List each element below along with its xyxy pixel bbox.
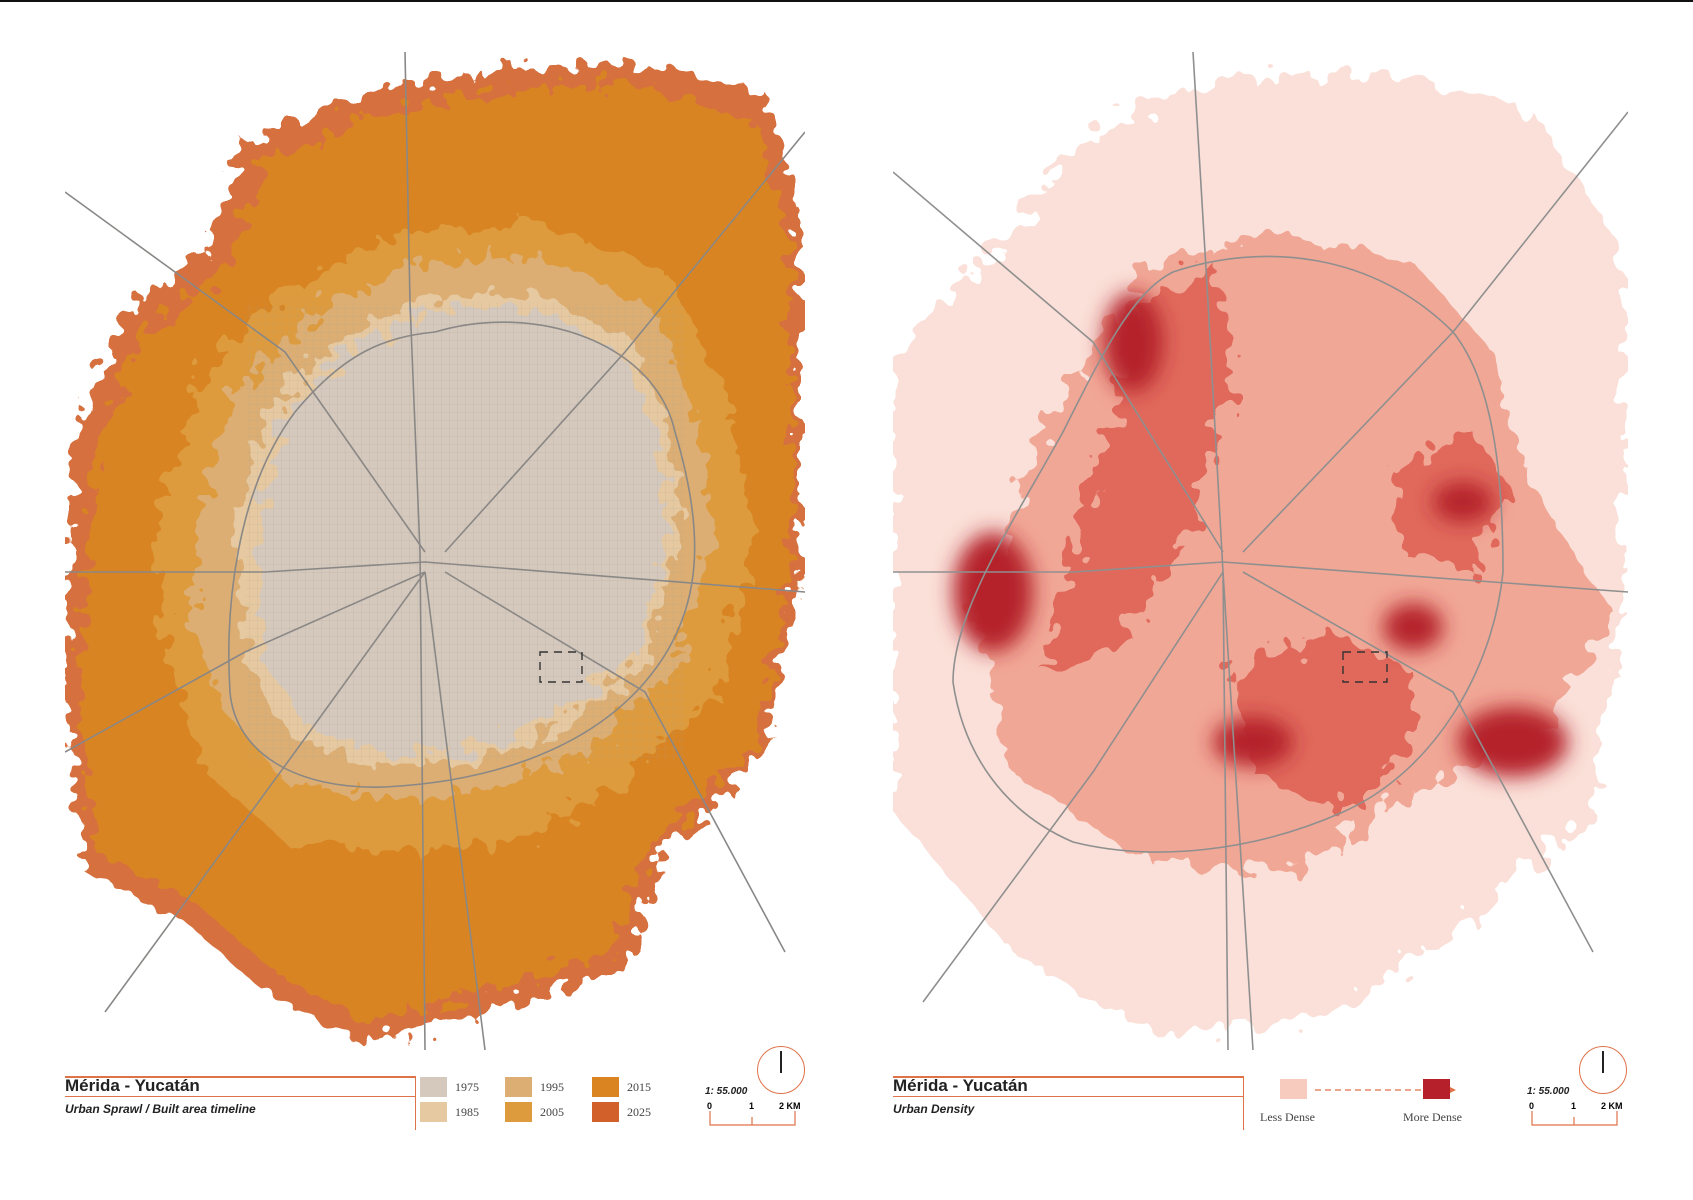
map-subtitle: Urban Sprawl / Built area timeline (65, 1102, 256, 1116)
focus-area-marker (1342, 651, 1388, 683)
urban-density-map[interactable] (893, 52, 1628, 1050)
legend-label: 1995 (540, 1079, 564, 1094)
legend-item-1975: 1975 (420, 1077, 479, 1097)
density-peaks (953, 292, 1568, 777)
title-divider (893, 1096, 1243, 1097)
title-frame (893, 1076, 1244, 1130)
urban-sprawl-legend: Mérida - Yucatán Urban Sprawl / Built ar… (65, 1046, 805, 1130)
north-arrow-icon (757, 1046, 805, 1094)
legend-swatch (505, 1077, 532, 1097)
north-arrow-icon (1579, 1046, 1627, 1094)
density-high (1043, 262, 1513, 812)
map-title: Mérida - Yucatán (65, 1076, 200, 1095)
legend-item-2005: 2005 (505, 1102, 564, 1122)
legend-swatch (505, 1102, 532, 1122)
legend-swatch-low (1280, 1079, 1307, 1099)
scale-tick-0: 0 (1529, 1101, 1534, 1111)
legend-label: 2015 (627, 1079, 651, 1094)
urban-sprawl-map-canvas (65, 52, 805, 1050)
urban-sprawl-map[interactable] (65, 52, 805, 1050)
legend-label: 1985 (455, 1104, 479, 1119)
legend-label: 2005 (540, 1104, 564, 1119)
map-subtitle: Urban Density (893, 1102, 975, 1116)
legend-item-1985: 1985 (420, 1102, 479, 1122)
legend-label: 1975 (455, 1079, 479, 1094)
legend-item-2025: 2025 (592, 1102, 651, 1122)
scale-tick-1: 1 (749, 1101, 754, 1111)
legend-swatch (420, 1077, 447, 1097)
legend-swatch (592, 1102, 619, 1122)
scale-bar: 0 1 2 KM (1529, 1101, 1623, 1126)
legend-swatch-high (1423, 1079, 1450, 1099)
focus-area-marker (539, 651, 583, 683)
title-divider (65, 1096, 415, 1097)
top-border (0, 0, 1693, 2)
road-network (65, 52, 805, 1050)
title-frame (65, 1076, 416, 1130)
scale-tick-2: 2 KM (779, 1101, 801, 1111)
density-layers (893, 72, 1623, 1032)
legend-swatch (420, 1102, 447, 1122)
map-title: Mérida - Yucatán (893, 1076, 1028, 1095)
legend-swatch (592, 1077, 619, 1097)
scale-tick-0: 0 (707, 1101, 712, 1111)
legend-item-1995: 1995 (505, 1077, 564, 1097)
road-network (893, 52, 1628, 1050)
urban-density-legend: Mérida - Yucatán Urban Density Less Dens… (893, 1046, 1628, 1130)
legend-label-high: More Dense (1403, 1110, 1462, 1124)
scale-tick-1: 1 (1571, 1101, 1576, 1111)
scale-tick-2: 2 KM (1601, 1101, 1623, 1111)
urban-density-map-canvas (893, 52, 1628, 1050)
scale-bar: 0 1 2 KM (707, 1101, 801, 1126)
legend-label-low: Less Dense (1260, 1110, 1315, 1124)
scale-ratio: 1: 55.000 (1527, 1086, 1570, 1097)
legend-label: 2025 (627, 1104, 651, 1119)
legend-item-2015: 2015 (592, 1077, 651, 1097)
scale-ratio: 1: 55.000 (705, 1086, 748, 1097)
